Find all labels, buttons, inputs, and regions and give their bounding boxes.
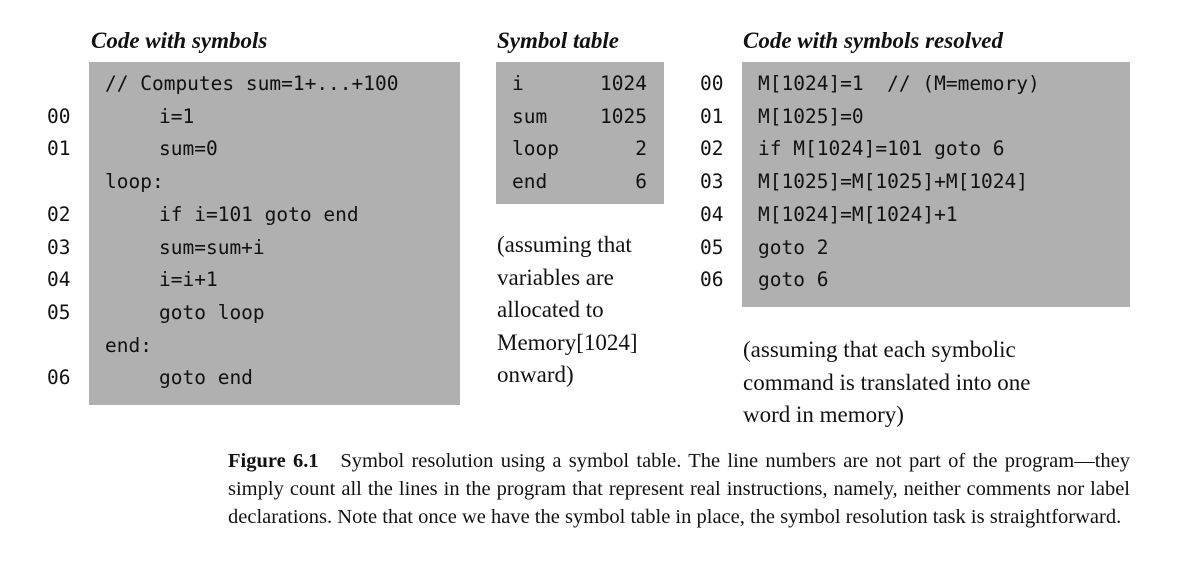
- code-line-number: 05: [47, 300, 71, 324]
- resolved-note-line: command is translated into one: [743, 369, 1031, 395]
- resolved-line-number: 05: [700, 235, 724, 259]
- resolved-line-number: 02: [700, 137, 724, 161]
- symbol-address: 1025: [600, 104, 647, 128]
- resolved-code-line: M[1024]=M[1024]+1: [758, 202, 958, 226]
- code-line: end:: [105, 333, 152, 357]
- code-with-symbols-heading: Code with symbols: [91, 28, 268, 53]
- symbol-address: 6: [635, 170, 647, 194]
- code-line-number: 02: [47, 202, 71, 226]
- resolved-code-line: if M[1024]=101 goto 6: [758, 137, 1005, 161]
- resolved-line-number: 06: [700, 268, 724, 292]
- symbol-note-line: variables are: [497, 264, 614, 290]
- resolved-code-line: goto 2: [758, 235, 829, 259]
- figure-caption-text: Symbol resolution using a symbol table. …: [228, 450, 1131, 528]
- symbol-name: i: [512, 72, 524, 95]
- symbol-address: 1024: [600, 72, 647, 95]
- resolved-line-number: 01: [700, 104, 724, 128]
- resolved-line-number: 03: [700, 170, 724, 194]
- resolved-code-note: (assuming that each symbolic command is t…: [743, 334, 1030, 432]
- symbol-name: loop: [512, 137, 559, 161]
- symbol-address: 2: [635, 137, 647, 161]
- symbol-name: end: [512, 170, 548, 194]
- code-line: i=1: [159, 104, 195, 128]
- code-line: goto loop: [159, 300, 265, 324]
- resolved-code-panel: [742, 62, 1130, 307]
- code-line: if i=101 goto end: [159, 202, 359, 226]
- resolved-code-line: M[1025]=M[1025]+M[1024]: [758, 170, 1029, 194]
- code-line: loop:: [105, 170, 164, 194]
- symbol-note-line: allocated to: [497, 297, 604, 322]
- resolved-code-line: goto 6: [758, 268, 829, 292]
- symbol-note-line: Memory[1024]: [497, 329, 638, 355]
- resolved-code-heading: Code with symbols resolved: [743, 28, 1004, 53]
- code-panel: [89, 62, 460, 405]
- symbol-name: sum: [512, 104, 548, 128]
- resolved-code-line: M[1025]=0: [758, 104, 864, 128]
- code-line-number: 03: [47, 235, 71, 259]
- code-line-number: 00: [47, 104, 71, 128]
- symbol-note-line: onward): [497, 362, 574, 387]
- symbol-table-note: (assuming that variables are allocated to M…: [497, 229, 638, 392]
- resolved-line-number: 00: [700, 72, 724, 95]
- symbol-note-line: (assuming that: [497, 232, 632, 257]
- resolved-note-line: word in memory): [743, 402, 904, 427]
- symbol-table-panel: [496, 62, 664, 204]
- resolved-line-number: 04: [700, 202, 724, 226]
- code-line-number: 04: [47, 268, 71, 292]
- figure-caption: Figure 6.1 Symbol resolution using a sym…: [228, 447, 1130, 531]
- code-line-number: 06: [47, 366, 71, 390]
- figure-label: Figure 6.1: [228, 450, 319, 472]
- code-line: sum=0: [159, 137, 218, 161]
- code-line: goto end: [159, 366, 253, 390]
- resolved-note-line: (assuming that each symbolic: [743, 337, 1016, 362]
- code-line: // Computes sum=1+...+100: [105, 72, 399, 95]
- symbol-table-heading: Symbol table: [497, 28, 620, 53]
- code-line-number: 01: [47, 137, 71, 161]
- code-line: i=i+1: [159, 268, 218, 292]
- code-line: sum=sum+i: [159, 235, 265, 259]
- resolved-code-line: M[1024]=1 // (M=memory): [758, 72, 1040, 95]
